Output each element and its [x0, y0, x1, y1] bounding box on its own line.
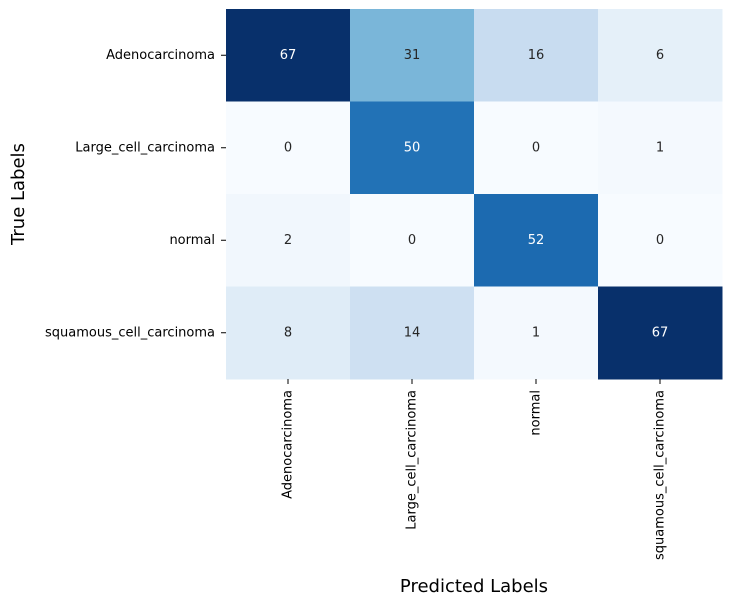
x-tick-label: Adenocarcinoma [281, 390, 296, 499]
y-tick-label: normal [169, 233, 215, 248]
heatmap-cell-label: 6 [656, 48, 664, 63]
heatmap-cell [598, 286, 723, 380]
heatmap-cell-label: 14 [404, 325, 421, 340]
heatmap-cell-label: 0 [284, 140, 292, 155]
heatmap-cell-label: 0 [408, 233, 416, 248]
heatmap-cell [350, 101, 475, 195]
x-tick-label: Large_cell_carcinoma [405, 390, 420, 530]
heatmap-cell-label: 50 [404, 140, 421, 155]
y-axis-ticks: Adenocarcinoma Large_cell_carcinomanormal… [45, 48, 226, 340]
heatmap-cell [598, 194, 723, 287]
y-tick-label: Adenocarcinoma [106, 48, 215, 63]
x-tick-label: normal [529, 390, 544, 436]
heatmap-cell-label: 16 [528, 48, 545, 63]
x-axis-ticks: Adenocarcinoma Large_cell_carcinoma normal… [281, 379, 668, 560]
heatmap-cell [350, 286, 475, 380]
x-axis-title: Predicted Labels [400, 576, 548, 597]
heatmap-cell [226, 194, 351, 287]
heatmap-cell-label: 67 [652, 325, 669, 340]
y-axis-title: True Labels [8, 143, 29, 246]
heatmap-cell [474, 9, 599, 102]
y-tick-label: squamous_cell_carcinoma [45, 325, 215, 340]
heatmap-cell-labels: 67 31 16 6 0 50 0 1 2 0 52 0 8 14 1 67 [280, 48, 669, 341]
heatmap-cell-label: 1 [656, 140, 664, 155]
heatmap-cell [226, 286, 351, 380]
x-tick-label: squamous_cell_carcinoma [653, 390, 668, 560]
heatmap-cell-label: 8 [284, 325, 292, 340]
heatmap-cell [350, 194, 475, 287]
heatmap-cells [226, 9, 723, 380]
heatmap-cell [474, 286, 599, 380]
heatmap-cell-label: 2 [284, 233, 292, 248]
heatmap-cell [598, 101, 723, 195]
heatmap-cell-label: 67 [280, 48, 297, 63]
heatmap-cell-label: 31 [404, 48, 421, 63]
heatmap-cell [598, 9, 723, 102]
heatmap-cell [226, 101, 351, 195]
heatmap-cell-label: 0 [532, 140, 540, 155]
heatmap-cell-label: 1 [532, 325, 540, 340]
heatmap-cell [474, 194, 599, 287]
heatmap-cell [226, 9, 351, 102]
heatmap-cell [350, 9, 475, 102]
heatmap-cell [474, 101, 599, 195]
heatmap-cell-label: 0 [656, 233, 664, 248]
heatmap-cell-label: 52 [528, 233, 545, 248]
y-tick-label: Large_cell_carcinoma [75, 140, 215, 155]
